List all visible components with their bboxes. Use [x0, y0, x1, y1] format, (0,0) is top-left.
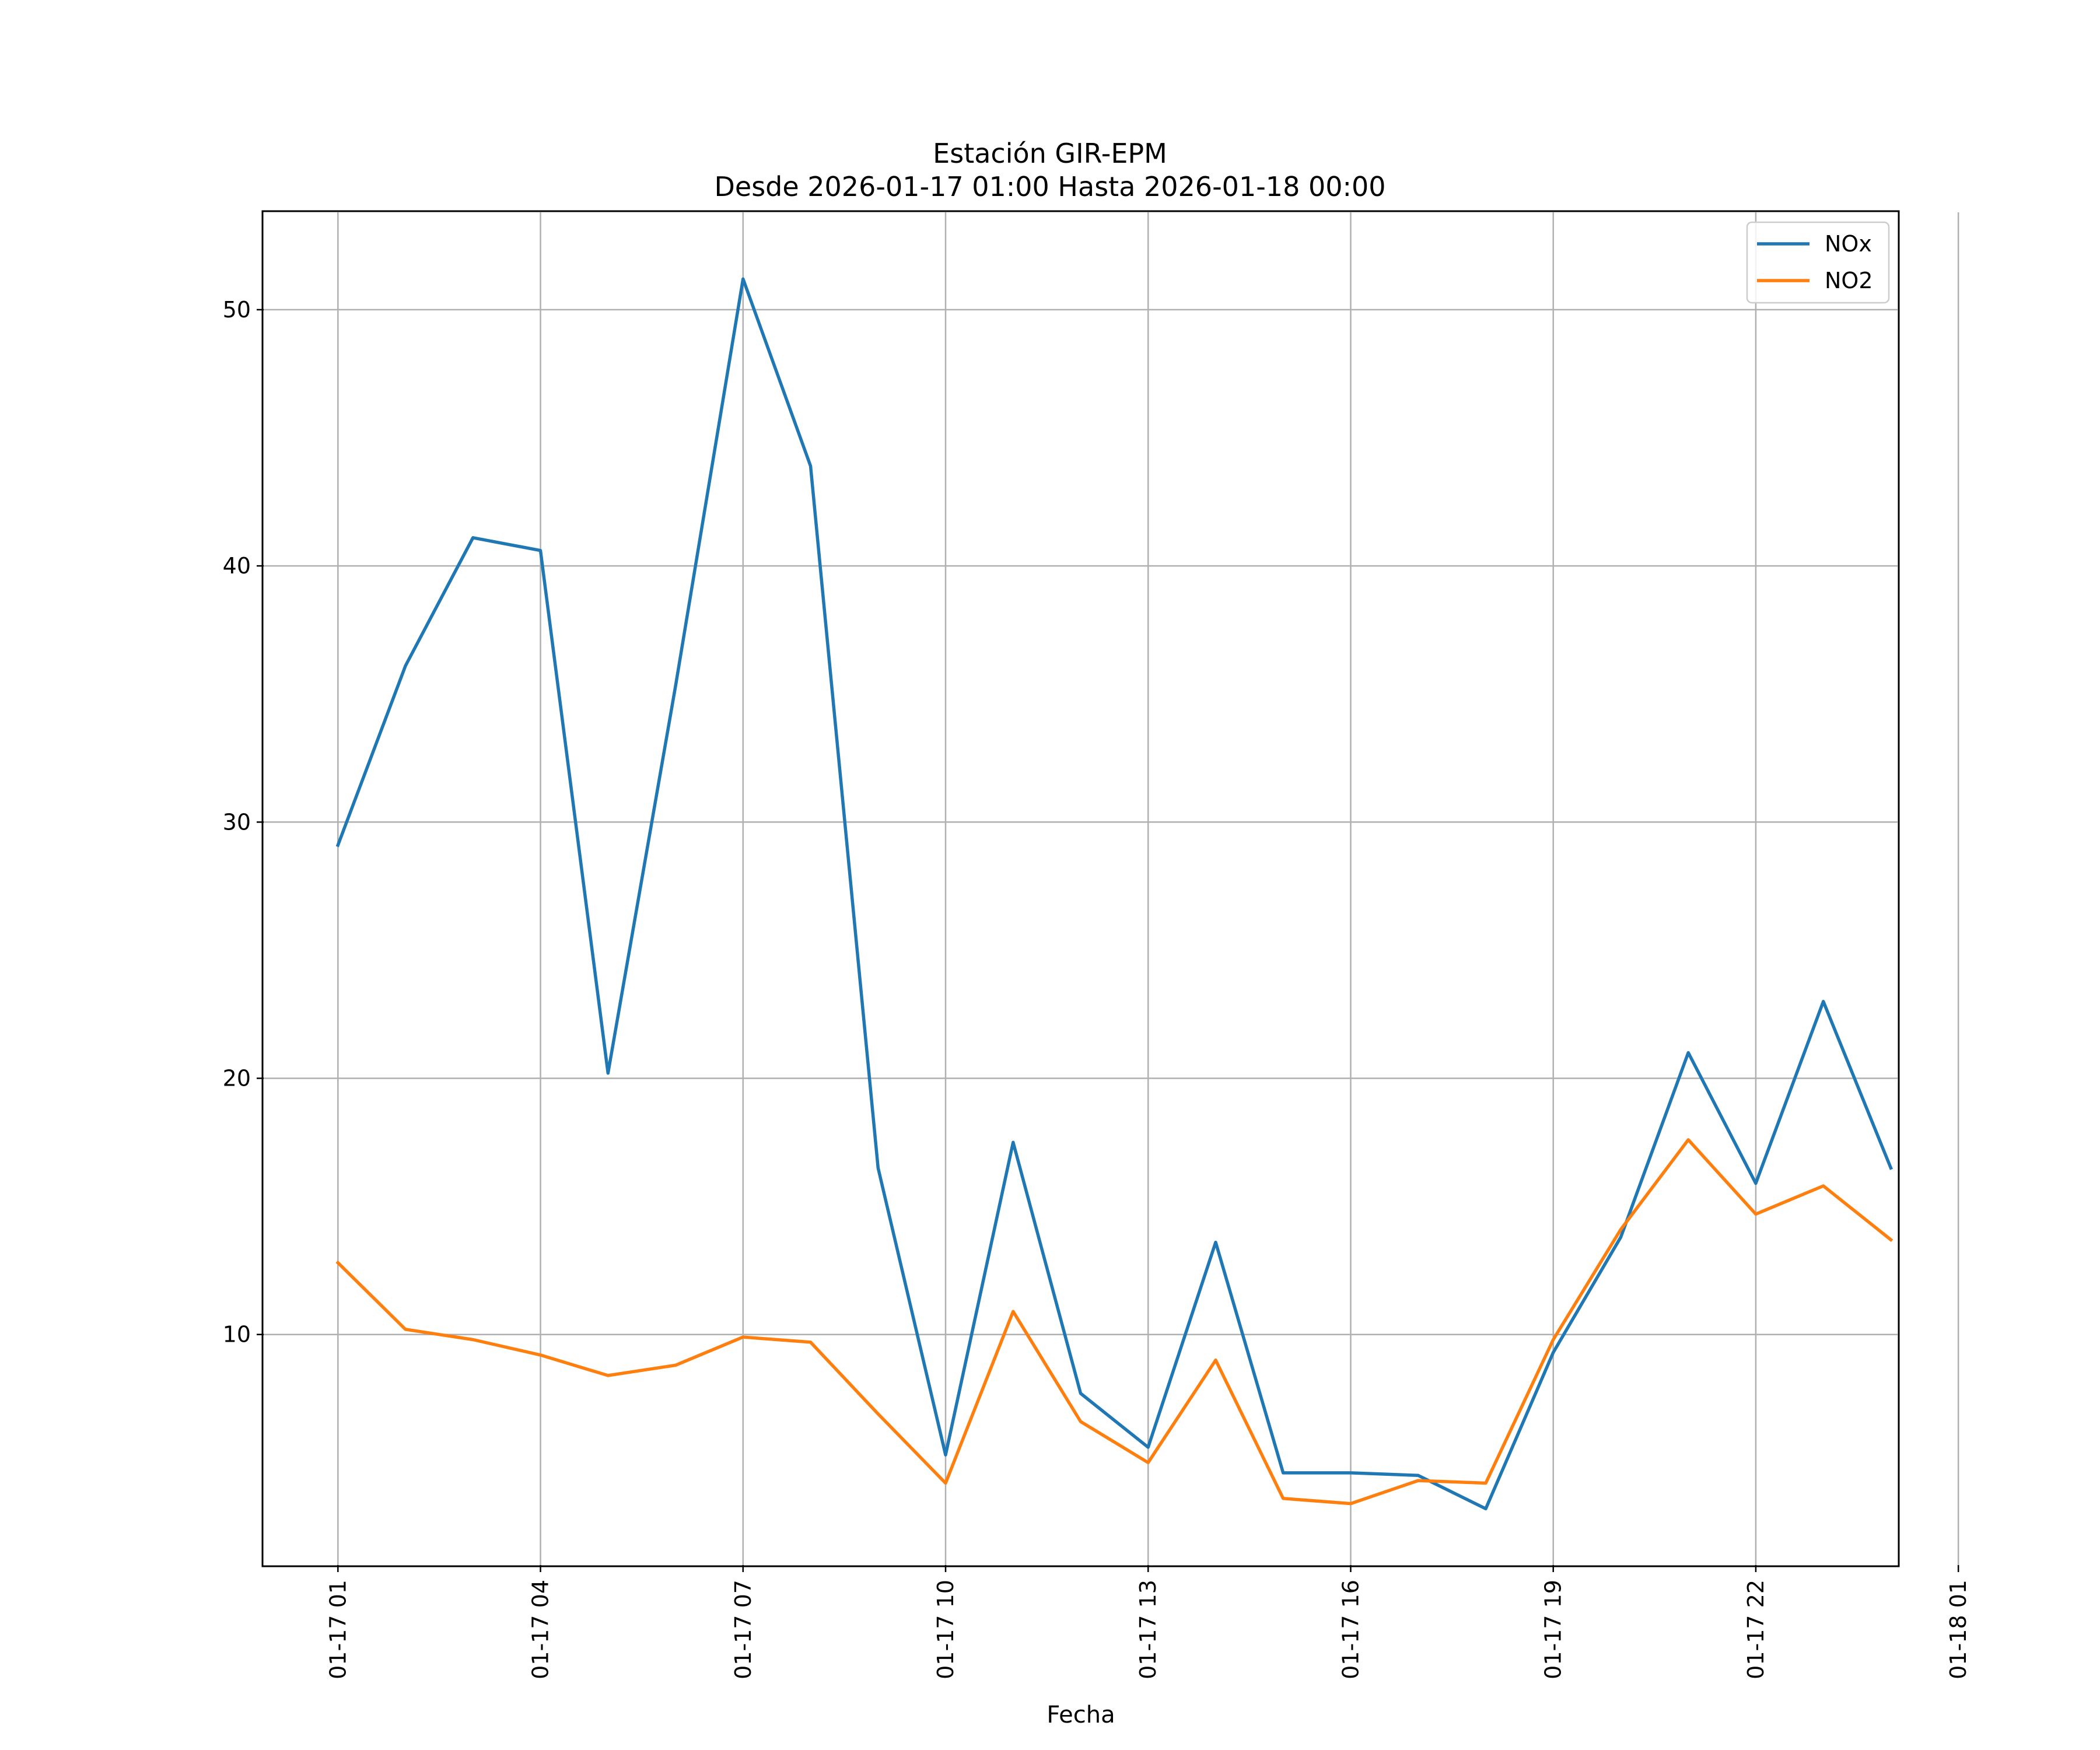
x-tick-label: 01-17 04 — [528, 1580, 554, 1679]
plot-frame — [261, 210, 1900, 1567]
y-axis-ticks: 10 20 30 40 50 — [223, 297, 264, 1348]
y-tick-label: 50 — [223, 297, 251, 323]
x-tick-label: 01-17 16 — [1338, 1580, 1363, 1679]
x-tick-label: 01-17 01 — [325, 1580, 351, 1679]
y-tick-label: 40 — [223, 553, 251, 579]
y-tick-label: 10 — [223, 1322, 251, 1348]
series-lines — [335, 277, 1894, 1511]
x-tick-label: 01-17 19 — [1541, 1580, 1566, 1679]
chart-subtitle: Desde 2026-01-17 01:00 Hasta 2026-01-18 … — [714, 171, 1385, 202]
legend: NOx NO2 — [1746, 221, 1890, 304]
y-tick-label: 30 — [223, 809, 251, 835]
x-axis-label: Fecha — [1046, 1702, 1115, 1728]
x-tick-label: 01-17 07 — [730, 1580, 756, 1679]
x-tick-label: 01-17 22 — [1743, 1580, 1769, 1679]
y-tick-label: 20 — [223, 1066, 251, 1091]
legend-label-no2: NO2 — [1825, 268, 1873, 293]
legend-label-nox: NOx — [1825, 231, 1872, 257]
grid — [264, 212, 1959, 1565]
chart-title: Estación GIR-EPM — [933, 138, 1167, 169]
x-tick-label: 01-17 13 — [1135, 1580, 1161, 1679]
x-tick-label: 01-18 01 — [1945, 1580, 1971, 1679]
x-tick-label: 01-17 10 — [933, 1580, 958, 1679]
x-axis-ticks: 01-17 01 01-17 04 01-17 07 01-17 10 01-17 13… — [325, 1565, 1971, 1679]
series-line-no2 — [335, 1138, 1894, 1506]
series-line-nox — [335, 277, 1893, 1511]
